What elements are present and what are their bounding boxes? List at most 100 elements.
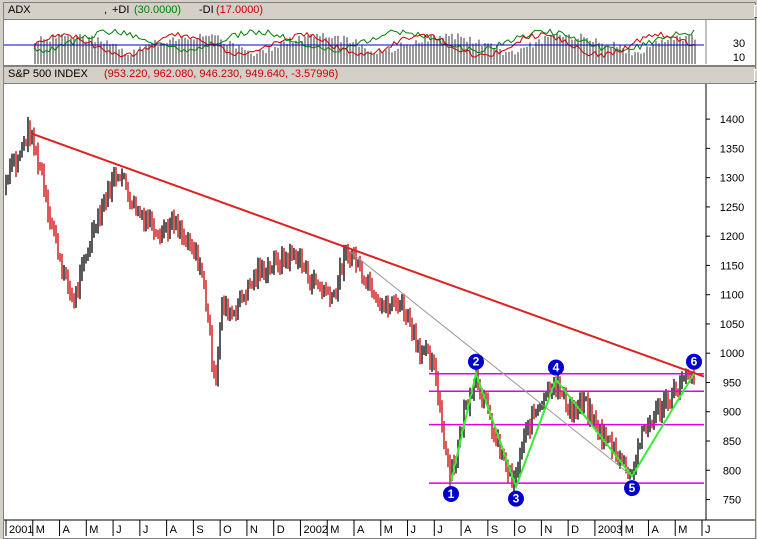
- wave-marker-label: 6: [691, 355, 698, 369]
- adx-bar: [556, 33, 558, 64]
- xtick-label: A: [357, 524, 365, 536]
- adx-bar: [304, 36, 306, 64]
- wave-marker-circle: [686, 353, 702, 370]
- adx-bar: [130, 55, 132, 64]
- wave-marker-2: 2: [468, 353, 484, 370]
- adx-ytick-10: 10: [733, 52, 745, 64]
- xtick-label: 2002: [303, 524, 327, 536]
- xtick-label: D: [277, 524, 285, 536]
- adx-bar: [115, 43, 117, 64]
- adx-bar: [520, 48, 522, 64]
- adx-bar: [400, 42, 402, 64]
- xtick-label: O: [223, 524, 232, 536]
- adx-bar: [196, 39, 198, 64]
- xtick-label: J: [705, 524, 711, 536]
- adx-bar: [349, 43, 351, 64]
- xtick-label: D: [571, 524, 579, 536]
- price-close-button[interactable]: ×: [754, 69, 757, 82]
- xtick-label: M: [330, 524, 339, 536]
- xtick-label: S: [196, 524, 203, 536]
- xtick-label: J: [116, 524, 122, 536]
- wave-marker-6: 6: [686, 353, 702, 370]
- adx-bar: [175, 40, 177, 64]
- price-title: S&P 500 INDEX: [8, 68, 88, 80]
- adx-bar: [340, 42, 342, 64]
- adx-bar: [673, 39, 675, 64]
- ytick-label: 800: [723, 465, 741, 477]
- adx-plot: 30 10: [4, 20, 745, 64]
- adx-bar: [64, 35, 66, 64]
- price-bars: [5, 116, 695, 493]
- wave-marker-circle: [548, 359, 564, 376]
- adx-bar: [361, 45, 363, 64]
- adx-bar: [610, 48, 612, 64]
- adx-bar: [52, 34, 54, 64]
- adx-bar: [490, 43, 492, 64]
- adx-bar: [205, 35, 207, 64]
- adx-bar: [61, 34, 63, 64]
- adx-bar: [178, 39, 180, 64]
- wave-marker-4: 4: [548, 359, 564, 376]
- adx-bar: [583, 37, 585, 64]
- adx-bar: [472, 43, 474, 64]
- adx-bar: [460, 36, 462, 64]
- adx-bar: [406, 44, 408, 64]
- adx-bar: [46, 39, 48, 64]
- adx-bar: [310, 34, 312, 64]
- adx-bar: [118, 49, 120, 64]
- adx-bar: [142, 50, 144, 64]
- xtick-label: A: [63, 524, 71, 536]
- adx-bar: [499, 49, 501, 64]
- adx-bar: [535, 42, 537, 64]
- adx-bar: [319, 36, 321, 64]
- adx-bar: [619, 45, 621, 64]
- adx-bar: [481, 46, 483, 64]
- adx-bar: [631, 55, 633, 64]
- adx-bar: [547, 36, 549, 64]
- adx-bar: [541, 43, 543, 64]
- adx-bar: [85, 41, 87, 64]
- wave-marker-circle: [468, 353, 484, 370]
- adx-bar: [505, 52, 507, 64]
- adx-bar: [364, 48, 366, 64]
- adx-bar: [652, 43, 654, 64]
- adx-bar: [223, 43, 225, 64]
- adx-bar: [307, 35, 309, 64]
- adx-separator: ,: [104, 4, 108, 16]
- adx-bar: [331, 38, 333, 64]
- ytick-label: 1150: [720, 260, 744, 272]
- xtick-label: J: [437, 524, 443, 536]
- wave-marker-circle: [508, 490, 524, 507]
- adx-bar: [58, 34, 60, 64]
- ytick-label: 900: [723, 407, 741, 419]
- wave-marker-label: 5: [629, 481, 636, 495]
- xtick-label: M: [89, 524, 98, 536]
- adx-bar: [580, 33, 582, 64]
- adx-bar: [436, 39, 438, 64]
- ytick-label: 1250: [720, 202, 744, 214]
- adx-bar: [247, 50, 249, 64]
- adx-bar: [280, 41, 282, 64]
- xtick-label: J: [143, 524, 149, 536]
- resistance-trendline: [31, 132, 705, 378]
- minus-di-value: (17.0000): [216, 4, 264, 16]
- adx-bar: [274, 46, 276, 64]
- plus-di-line: [33, 28, 695, 54]
- adx-bar: [661, 39, 663, 64]
- adx-bar: [82, 36, 84, 64]
- adx-bar: [484, 43, 486, 64]
- x-axis: 2001 M A M J J A S O N D 2002 M A M J J A S O N D 2003 M A M J: [5, 520, 711, 536]
- adx-close-button[interactable]: ×: [754, 5, 757, 18]
- adx-bar: [199, 33, 201, 64]
- adx-bar: [625, 53, 627, 64]
- adx-bar: [532, 47, 534, 64]
- xtick-label: S: [491, 524, 498, 536]
- adx-bar: [79, 33, 81, 64]
- adx-bar: [634, 52, 636, 64]
- adx-bar: [325, 37, 327, 64]
- xtick-label: M: [384, 524, 393, 536]
- adx-bar: [421, 42, 423, 64]
- adx-bar: [682, 40, 684, 64]
- adx-bar: [478, 39, 480, 64]
- adx-bar: [409, 45, 411, 64]
